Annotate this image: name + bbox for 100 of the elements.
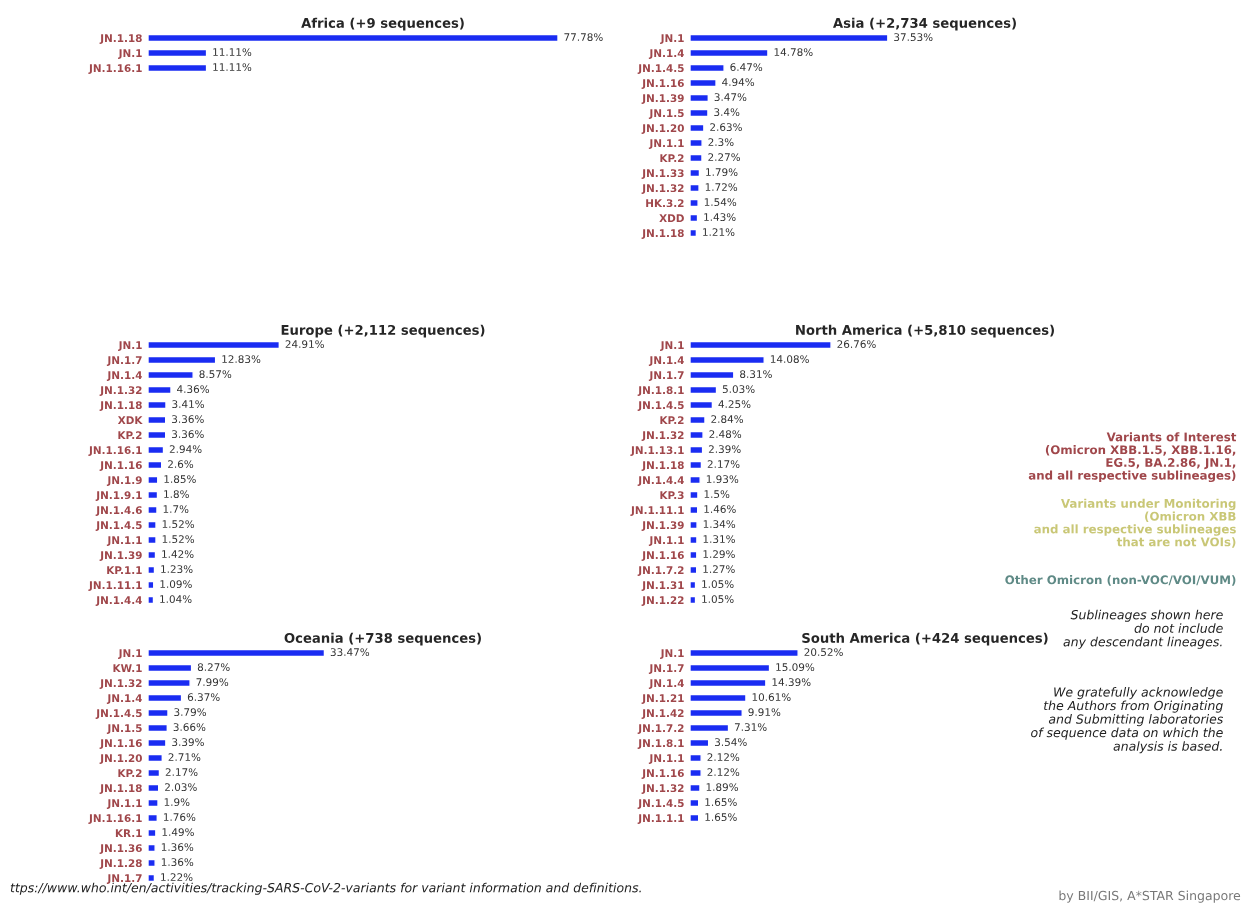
bar <box>690 48 769 58</box>
y-tick-label: KP.1.1 <box>107 566 142 574</box>
bar <box>148 708 169 718</box>
y-tick-label: JN.1.18 <box>99 401 142 412</box>
bar <box>148 490 159 500</box>
data-label: 26.76% <box>837 340 876 349</box>
bar <box>690 505 699 515</box>
data-label: 3.36% <box>172 415 204 424</box>
y-tick-label: JN.1.39 <box>641 94 684 105</box>
bar <box>690 550 698 560</box>
bar <box>690 415 706 425</box>
bar <box>148 738 167 748</box>
data-label: 2.94% <box>169 445 202 454</box>
data-label: 2.12% <box>707 768 740 777</box>
y-tick-label: JN.1.7 <box>648 664 684 675</box>
y-tick-label: JN.1.32 <box>641 184 684 195</box>
y-tick-label: JN.1.4.6 <box>95 506 142 517</box>
y-tick-label: JN.1.20 <box>99 754 142 765</box>
bar <box>148 445 165 455</box>
bar <box>148 520 157 530</box>
bar <box>148 648 326 658</box>
data-label: 4.25% <box>718 400 751 409</box>
bar <box>148 768 161 778</box>
data-label: 1.46% <box>704 505 736 514</box>
text: by BII/GIS, A*STAR Singapore <box>1059 890 1241 903</box>
bar <box>148 430 167 440</box>
bar <box>690 678 767 688</box>
bar <box>690 565 698 575</box>
bar <box>690 370 735 380</box>
y-tick-label: KW.1 <box>113 664 142 672</box>
bar <box>148 475 159 485</box>
bar <box>148 370 194 380</box>
bar <box>148 873 156 883</box>
bar <box>690 198 699 208</box>
y-tick-label: JN.1.36 <box>99 844 142 855</box>
data-label: 1.85% <box>164 475 196 484</box>
y-tick-label: JN.1.16 <box>99 461 142 472</box>
bar <box>690 708 743 718</box>
data-label: 15.09% <box>776 663 815 672</box>
data-label: 2.27% <box>708 153 741 162</box>
y-tick-label: JN.1.5 <box>648 109 684 120</box>
y-tick-label: JN.1.4 <box>648 356 684 367</box>
bar <box>690 93 709 103</box>
data-label: 24.91% <box>285 340 325 349</box>
data-label: 5.03% <box>722 385 755 394</box>
bar <box>690 168 701 178</box>
y-tick-label: JN.1.1 <box>648 139 684 150</box>
y-tick-label: KP.2 <box>118 769 142 777</box>
data-label: 2.84% <box>711 415 744 424</box>
y-tick-label: JN.1.4.5 <box>637 799 684 810</box>
y-tick-label: JN.1.9 <box>106 476 142 487</box>
bar <box>148 565 156 575</box>
y-tick-label: JN.1.1 <box>648 536 684 547</box>
bar <box>148 693 183 703</box>
y-tick-label: JN.1.1 <box>106 536 142 547</box>
bar <box>690 445 704 455</box>
data-label: 1.8% <box>164 490 189 499</box>
y-tick-label: JN.1.18 <box>99 34 142 45</box>
data-label: 1.34% <box>703 520 736 529</box>
data-label: 8.31% <box>740 370 772 379</box>
y-tick-label: JN.1.20 <box>641 124 684 135</box>
data-label: 1.54% <box>704 198 737 207</box>
y-tick-label: JN.1.16 <box>641 79 684 90</box>
bar <box>148 580 155 590</box>
data-label: 3.54% <box>715 738 747 747</box>
data-label: 9.91% <box>748 708 781 717</box>
data-label: 3.47% <box>714 93 747 102</box>
y-tick-label: JN.1.7 <box>106 874 142 885</box>
data-label: 2.03% <box>165 783 197 792</box>
data-label: 8.57% <box>199 370 232 379</box>
y-tick-label: JN.1.4.5 <box>95 709 142 720</box>
y-tick-label: JN.1 <box>118 649 142 660</box>
y-tick-label: JN.1.11.1 <box>630 506 684 517</box>
bar <box>148 385 172 395</box>
data-label: 1.5% <box>704 490 730 499</box>
data-label: 2.17% <box>165 768 198 777</box>
text: Variants under Monitoring (Omicron XBB and all respective sublineages that are not VOIs) <box>1034 498 1236 548</box>
y-tick-label: JN.1.7 <box>106 356 142 367</box>
y-tick-label: JN.1.16 <box>641 551 684 562</box>
text: North America (+5,810 sequences) <box>796 324 1054 338</box>
bar <box>690 520 698 530</box>
y-tick-label: JN.1.18 <box>641 461 684 472</box>
data-label: 3.4% <box>714 108 740 117</box>
bar <box>690 460 703 470</box>
y-tick-label: JN.1.13.1 <box>630 446 684 457</box>
data-label: 1.21% <box>703 228 735 237</box>
y-tick-label: KP.2 <box>660 416 684 424</box>
y-tick-label: JN.1.4.5 <box>95 521 142 532</box>
bar <box>148 783 160 793</box>
bar <box>148 678 191 688</box>
y-tick-label: JN.1.4 <box>648 679 684 690</box>
bar <box>690 430 704 440</box>
data-label: 1.36% <box>161 843 194 852</box>
y-tick-label: KP.2 <box>660 154 684 162</box>
data-label: 37.53% <box>894 33 933 42</box>
data-label: 8.27% <box>197 663 230 672</box>
data-label: 1.31% <box>703 535 735 544</box>
text: Europe (+2,112 sequences) <box>281 324 485 338</box>
bar <box>690 33 889 43</box>
data-label: 1.93% <box>706 475 739 484</box>
